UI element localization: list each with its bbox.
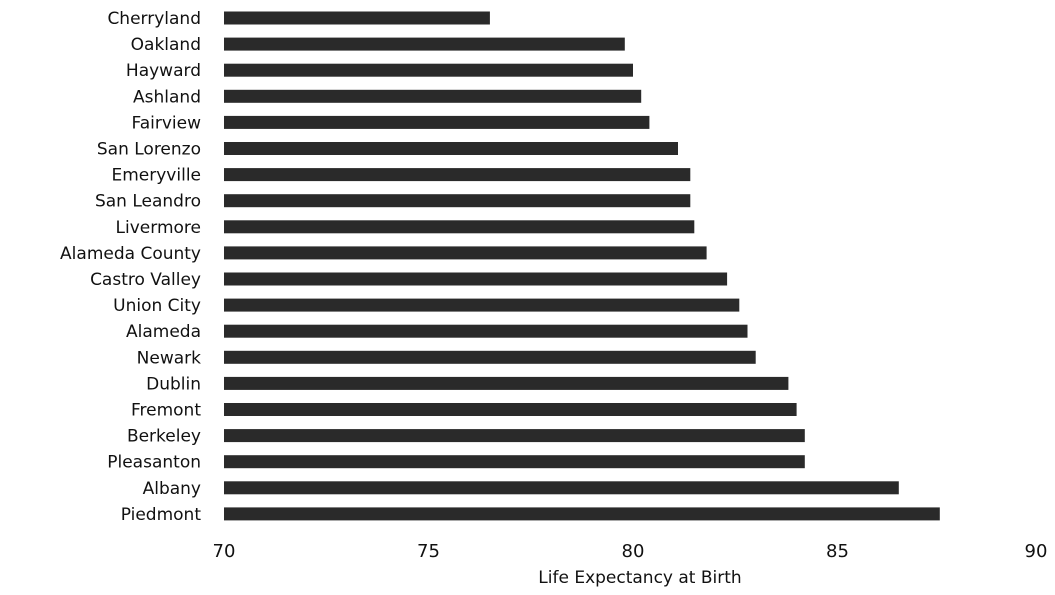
x-tick-label: 90 [1025, 541, 1048, 562]
category-label: Alameda [126, 322, 201, 342]
bar-dublin [224, 376, 789, 390]
bar-union-city [224, 298, 740, 312]
category-label: Pleasanton [107, 453, 201, 473]
x-tick-label: 80 [622, 541, 645, 562]
bar-cherryland [224, 11, 490, 25]
category-label: Dublin [146, 374, 201, 394]
bar-pleasanton [224, 455, 805, 469]
category-label: Fairview [132, 113, 202, 133]
bar-alameda [224, 324, 748, 338]
category-label: Fremont [131, 401, 201, 421]
x-tick-label: 85 [826, 541, 849, 562]
category-labels-group: Cherryland Oakland Hayward Ashland Fairview S… [60, 9, 201, 525]
bar-alameda-county [224, 246, 707, 260]
category-label: Cherryland [107, 9, 201, 29]
category-label: Livermore [116, 218, 201, 238]
category-label: Berkeley [127, 427, 201, 447]
x-tick-label: 75 [417, 541, 440, 562]
category-label: San Lorenzo [97, 140, 201, 160]
category-label: Newark [137, 348, 201, 368]
bar-ashland [224, 89, 642, 103]
bar-fremont [224, 403, 797, 416]
bars-group [224, 11, 940, 521]
bar-san-leandro [224, 194, 691, 208]
category-label: San Leandro [95, 192, 201, 212]
category-label: Oakland [131, 35, 201, 55]
category-label: Piedmont [121, 505, 202, 525]
bar-livermore [224, 220, 695, 234]
category-label: Alameda County [60, 244, 201, 264]
category-label: Union City [113, 296, 201, 316]
category-label: Ashland [133, 87, 201, 107]
category-label: Hayward [126, 61, 201, 81]
bar-emeryville [224, 168, 691, 182]
bar-fairview [224, 115, 650, 129]
bar-newark [224, 350, 756, 364]
bar-oakland [224, 37, 625, 51]
x-axis-title: Life Expectancy at Birth [538, 568, 741, 588]
bar-castro-valley [224, 272, 728, 286]
x-tick-labels-group: 70 75 80 85 90 [213, 541, 1048, 562]
x-tick-label: 70 [213, 541, 236, 562]
bar-hayward [224, 63, 633, 77]
bar-piedmont [224, 507, 940, 521]
category-label: Emeryville [112, 166, 202, 186]
bar-berkeley [224, 429, 805, 443]
category-label: Albany [143, 479, 201, 499]
bar-albany [224, 481, 899, 495]
category-label: Castro Valley [90, 270, 201, 290]
bar-san-lorenzo [224, 142, 678, 155]
